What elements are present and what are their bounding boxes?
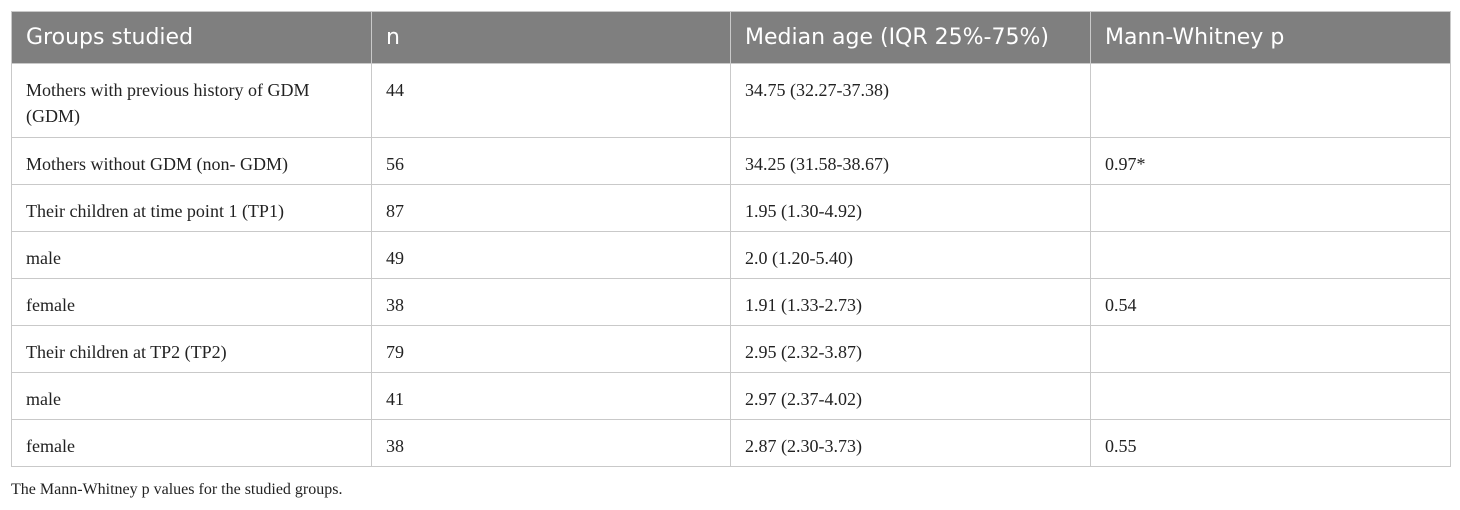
table-cell: male: [11, 372, 372, 420]
table-cell: 1.95 (1.30-4.92): [730, 184, 1091, 232]
table-row: female 38 2.87 (2.30-3.73) 0.55: [11, 419, 1451, 467]
table-cell: Their children at TP2 (TP2): [11, 325, 372, 373]
table-cell: 38: [371, 278, 731, 326]
table-cell: 87: [371, 184, 731, 232]
table-cell: [1090, 63, 1451, 138]
table-cell: Mothers with previous history of GDM (GD…: [11, 63, 372, 138]
table-cell: 38: [371, 419, 731, 467]
table-cell: female: [11, 419, 372, 467]
header-cell: Mann-Whitney p: [1090, 11, 1451, 64]
table-cell: [1090, 184, 1451, 232]
table-cell: 1.91 (1.33-2.73): [730, 278, 1091, 326]
table-cell: Mothers without GDM (non- GDM): [11, 137, 372, 185]
table-cell: 34.75 (32.27-37.38): [730, 63, 1091, 138]
table-row: Their children at time point 1 (TP1) 87 1.…: [11, 184, 1451, 232]
table-cell: 2.95 (2.32-3.87): [730, 325, 1091, 373]
table-body: Mothers with previous history of GDM (GD…: [11, 63, 1451, 467]
table-cell: 2.87 (2.30-3.73): [730, 419, 1091, 467]
table-cell: 44: [371, 63, 731, 138]
table-cell: [1090, 231, 1451, 279]
table-cell: [1090, 372, 1451, 420]
data-table: Groups studied n Median age (IQR 25%-75%) M…: [11, 11, 1451, 467]
table-cell: 79: [371, 325, 731, 373]
header-row: Groups studied n Median age (IQR 25%-75%) M…: [11, 11, 1451, 64]
table-cell: [1090, 325, 1451, 373]
header-cell: n: [371, 11, 731, 64]
table-cell: 56: [371, 137, 731, 185]
header-cell: Groups studied: [11, 11, 372, 64]
table-cell: male: [11, 231, 372, 279]
table-row: Mothers without GDM (non- GDM) 56 34.25 (3…: [11, 137, 1451, 185]
table-head: Groups studied n Median age (IQR 25%-75%) M…: [11, 11, 1451, 64]
table-cell: 41: [371, 372, 731, 420]
table-row: Mothers with previous history of GDM (GD…: [11, 63, 1451, 138]
table-cell: 49: [371, 231, 731, 279]
footnote: The Mann-Whitney p values for the studie…: [11, 481, 343, 498]
table-cell: Their children at time point 1 (TP1): [11, 184, 372, 232]
table-cell: female: [11, 278, 372, 326]
table-cell: 0.54: [1090, 278, 1451, 326]
table-cell: 2.97 (2.37-4.02): [730, 372, 1091, 420]
table-cell: 0.97*: [1090, 137, 1451, 185]
table-row: Their children at TP2 (TP2) 79 2.95 (2.32-…: [11, 325, 1451, 373]
table-cell: 34.25 (31.58-38.67): [730, 137, 1091, 185]
table-row: male 49 2.0 (1.20-5.40): [11, 231, 1451, 279]
table-cell: 0.55: [1090, 419, 1451, 467]
table-row: male 41 2.97 (2.37-4.02): [11, 372, 1451, 420]
header-cell: Median age (IQR 25%-75%): [730, 11, 1091, 64]
table-row: female 38 1.91 (1.33-2.73) 0.54: [11, 278, 1451, 326]
table-cell: 2.0 (1.20-5.40): [730, 231, 1091, 279]
